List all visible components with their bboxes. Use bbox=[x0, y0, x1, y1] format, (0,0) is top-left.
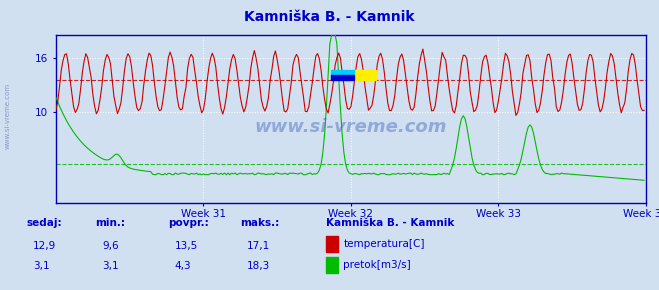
Text: www.si-vreme.com: www.si-vreme.com bbox=[5, 83, 11, 149]
Bar bbox=[331, 75, 354, 80]
Text: maks.:: maks.: bbox=[241, 218, 280, 228]
Text: pretok[m3/s]: pretok[m3/s] bbox=[343, 260, 411, 270]
Text: 12,9: 12,9 bbox=[33, 241, 56, 251]
Text: www.si-vreme.com: www.si-vreme.com bbox=[254, 118, 447, 136]
Text: 3,1: 3,1 bbox=[102, 261, 119, 271]
Text: temperatura[C]: temperatura[C] bbox=[343, 240, 425, 249]
Text: 9,6: 9,6 bbox=[102, 241, 119, 251]
Text: min.:: min.: bbox=[96, 218, 126, 228]
Text: 3,1: 3,1 bbox=[33, 261, 49, 271]
Bar bbox=[331, 70, 354, 75]
Text: 18,3: 18,3 bbox=[247, 261, 270, 271]
Text: 17,1: 17,1 bbox=[247, 241, 270, 251]
Text: 13,5: 13,5 bbox=[175, 241, 198, 251]
Text: sedaj:: sedaj: bbox=[26, 218, 62, 228]
Text: Kamniška B. - Kamnik: Kamniška B. - Kamnik bbox=[244, 10, 415, 24]
Bar bbox=[354, 70, 376, 80]
Bar bbox=[326, 257, 338, 273]
Text: povpr.:: povpr.: bbox=[168, 218, 209, 228]
Text: Kamniška B. - Kamnik: Kamniška B. - Kamnik bbox=[326, 218, 455, 228]
Text: 4,3: 4,3 bbox=[175, 261, 191, 271]
Bar bbox=[326, 236, 338, 252]
